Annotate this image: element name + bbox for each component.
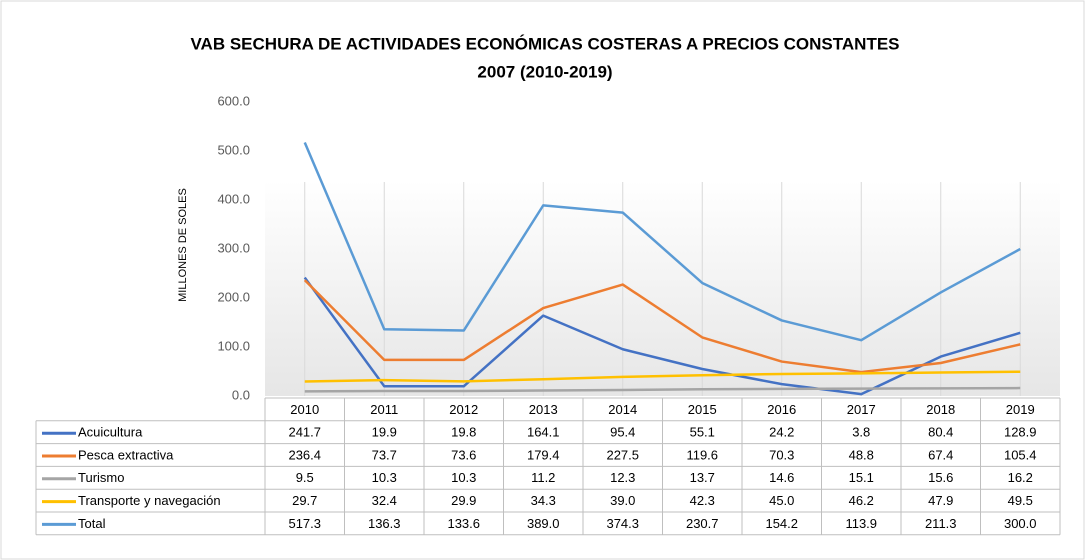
y-tick-label: 200.0 xyxy=(217,289,250,304)
y-tick-label: 400.0 xyxy=(217,191,250,206)
table-value: 12.3 xyxy=(610,470,635,485)
table-value: 80.4 xyxy=(928,425,953,440)
table-value: 39.0 xyxy=(610,493,635,508)
table-value: 47.9 xyxy=(928,493,953,508)
x-tick-label: 2014 xyxy=(608,402,637,417)
series-line xyxy=(303,276,1021,396)
y-tick-label: 100.0 xyxy=(217,338,250,353)
table-value: 105.4 xyxy=(1004,447,1037,462)
table-value: 16.2 xyxy=(1008,470,1033,485)
chart-title: VAB SECHURA DE ACTIVIDADES ECONÓMICAS CO… xyxy=(190,34,899,53)
y-axis-label: MILLONES DE SOLES xyxy=(177,188,189,302)
table-value: 49.5 xyxy=(1008,493,1033,508)
legend-label: Transporte y navegación xyxy=(78,493,221,508)
series-line xyxy=(304,370,1021,383)
table-value: 34.3 xyxy=(531,493,556,508)
table-value: 119.6 xyxy=(686,447,718,462)
table-value: 24.2 xyxy=(769,425,794,440)
table-value: 241.7 xyxy=(288,425,321,440)
table-value: 179.4 xyxy=(527,447,560,462)
table-value: 29.7 xyxy=(292,493,317,508)
table-value: 73.6 xyxy=(451,447,476,462)
table-value: 517.3 xyxy=(288,516,321,531)
table-value: 73.7 xyxy=(372,447,397,462)
table-value: 45.0 xyxy=(769,493,794,508)
table-value: 227.5 xyxy=(606,447,639,462)
table-value: 48.8 xyxy=(849,447,874,462)
legend-label: Pesca extractiva xyxy=(78,447,174,462)
x-tick-label: 2018 xyxy=(926,402,955,417)
table-value: 389.0 xyxy=(527,516,560,531)
table-value: 29.9 xyxy=(451,493,476,508)
series-line xyxy=(303,279,1021,374)
x-tick-label: 2019 xyxy=(1006,402,1035,417)
table-value: 14.6 xyxy=(769,470,794,485)
y-tick-label: 300.0 xyxy=(217,240,250,255)
table-value: 15.6 xyxy=(928,470,953,485)
x-tick-label: 2013 xyxy=(529,402,558,417)
table-value: 55.1 xyxy=(690,425,715,440)
table-value: 3.8 xyxy=(852,425,870,440)
table-value: 95.4 xyxy=(610,425,635,440)
table-value: 10.3 xyxy=(451,470,476,485)
y-tick-label: 500.0 xyxy=(217,142,250,157)
table-value: 19.9 xyxy=(372,425,397,440)
legend-label: Total xyxy=(78,516,106,531)
table-value: 300.0 xyxy=(1004,516,1037,531)
chart-subtitle: 2007 (2010-2019) xyxy=(477,62,612,81)
table-value: 113.9 xyxy=(845,516,877,531)
table-value: 15.1 xyxy=(849,470,874,485)
x-tick-label: 2012 xyxy=(449,402,478,417)
legend-label: Acuicultura xyxy=(78,425,143,440)
table-value: 42.3 xyxy=(690,493,715,508)
table-value: 164.1 xyxy=(527,425,560,440)
series-line xyxy=(304,386,1021,393)
y-tick-label: 600.0 xyxy=(217,93,250,108)
x-tick-label: 2016 xyxy=(767,402,796,417)
table-value: 133.6 xyxy=(447,516,480,531)
x-tick-label: 2011 xyxy=(370,402,398,417)
x-tick-label: 2015 xyxy=(688,402,717,417)
table-value: 11.2 xyxy=(531,470,555,485)
table-value: 374.3 xyxy=(606,516,639,531)
table-value: 10.3 xyxy=(372,470,397,485)
legend-label: Turismo xyxy=(78,470,124,485)
table-value: 9.5 xyxy=(296,470,314,485)
table-value: 70.3 xyxy=(769,447,794,462)
x-tick-label: 2017 xyxy=(847,402,876,417)
table-value: 236.4 xyxy=(288,447,321,462)
table-value: 211.3 xyxy=(925,516,957,531)
table-value: 67.4 xyxy=(928,447,953,462)
table-value: 154.2 xyxy=(765,516,798,531)
table-value: 19.8 xyxy=(451,425,476,440)
table-value: 46.2 xyxy=(849,493,874,508)
table-value: 32.4 xyxy=(372,493,397,508)
series-line xyxy=(303,142,1021,342)
table-value: 13.7 xyxy=(690,470,715,485)
table-value: 230.7 xyxy=(686,516,719,531)
table-value: 136.3 xyxy=(368,516,401,531)
y-tick-label: 0.0 xyxy=(232,387,250,402)
x-tick-label: 2010 xyxy=(290,402,319,417)
table-value: 128.9 xyxy=(1004,425,1037,440)
